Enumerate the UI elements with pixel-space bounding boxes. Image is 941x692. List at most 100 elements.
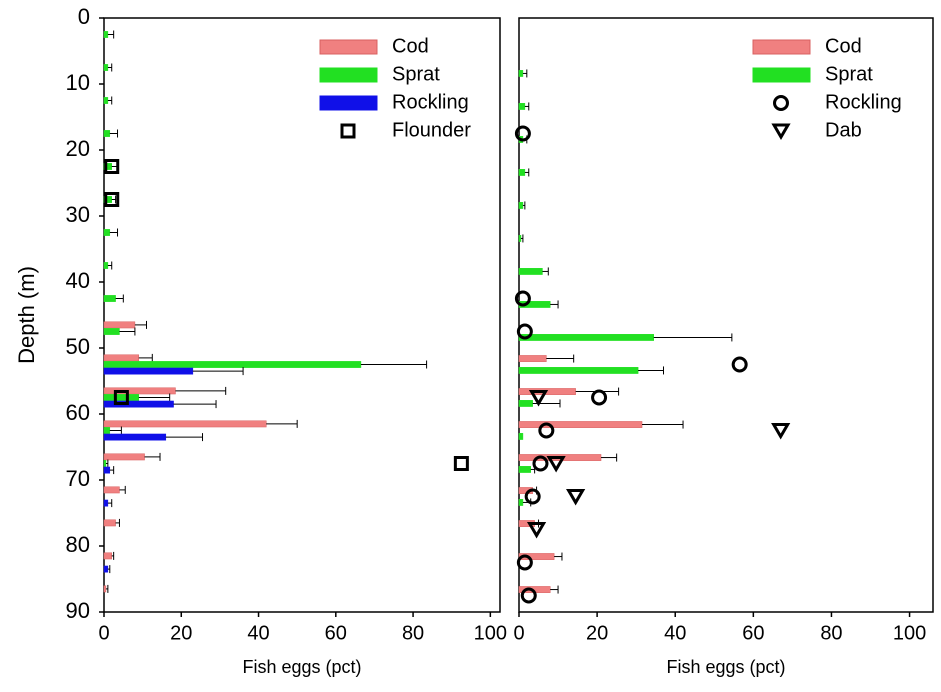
error-bar — [109, 228, 119, 237]
marker — [113, 390, 129, 405]
bar — [103, 585, 107, 593]
bar — [103, 295, 116, 302]
marker — [566, 489, 586, 506]
error-bar — [546, 354, 575, 363]
bar — [518, 103, 526, 110]
bar — [518, 421, 643, 428]
bar — [103, 394, 140, 401]
legend-label: Cod — [825, 35, 862, 57]
legend-label: Rockling — [392, 91, 469, 113]
x-tick-label: 0 — [513, 622, 524, 644]
legend-swatch — [319, 95, 378, 111]
x-axis-label: Fish eggs (pct) — [242, 657, 361, 677]
legend-label: Sprat — [825, 63, 873, 85]
y-tick-label: 80 — [66, 532, 90, 557]
error-bar — [109, 129, 119, 138]
error-bar — [522, 69, 528, 78]
error-bar — [111, 551, 115, 560]
bar — [518, 466, 531, 473]
bar — [103, 499, 109, 507]
error-bar — [111, 195, 117, 204]
x-tick-label: 60 — [742, 622, 764, 644]
error-bar — [119, 327, 136, 336]
x-tick-label: 80 — [820, 622, 842, 644]
marker — [528, 390, 549, 407]
error-bar — [107, 565, 111, 574]
bar — [103, 460, 107, 467]
legend-marker — [771, 123, 791, 140]
error-bar — [554, 552, 563, 561]
error-bar — [107, 499, 113, 508]
error-bar — [107, 63, 113, 72]
error-bar — [520, 234, 524, 243]
plot-frame — [103, 17, 501, 613]
marker — [516, 323, 533, 340]
y-tick-label: 0 — [78, 4, 90, 29]
error-bar — [550, 300, 559, 309]
x-tick-label: 40 — [664, 622, 686, 644]
error-bar — [138, 393, 171, 402]
error-bar — [522, 201, 526, 210]
x-tick-label: 100 — [893, 622, 926, 644]
error-bar — [360, 360, 428, 369]
error-bar — [115, 518, 120, 527]
bar — [103, 433, 167, 441]
error-bar — [119, 485, 126, 494]
error-bar — [109, 426, 122, 435]
y-axis-label: Depth (m) — [14, 266, 39, 364]
error-bar — [175, 386, 227, 395]
bar — [103, 565, 109, 573]
marker — [538, 422, 555, 439]
bar — [103, 64, 109, 71]
bar — [518, 169, 526, 176]
marker — [516, 554, 533, 571]
bar — [103, 262, 109, 269]
bar — [103, 552, 112, 560]
x-tick-label: 20 — [170, 622, 192, 644]
error-bar — [642, 420, 684, 429]
x-axis-label: Fish eggs (pct) — [666, 657, 785, 677]
bar — [103, 453, 145, 461]
error-bar — [266, 419, 298, 428]
plot-frame — [518, 17, 934, 613]
legend-swatch — [752, 67, 811, 83]
error-bar — [165, 433, 204, 442]
bar — [518, 70, 524, 77]
marker — [520, 587, 537, 604]
bar — [103, 31, 109, 38]
bar — [103, 519, 116, 527]
bar — [103, 130, 111, 137]
bar — [518, 268, 543, 275]
marker — [771, 423, 791, 440]
error-bar — [105, 459, 109, 468]
x-tick-label: 0 — [98, 622, 109, 644]
legend-swatch — [752, 39, 811, 55]
error-bar — [524, 168, 530, 177]
error-bar — [192, 367, 244, 376]
legend-label: Dab — [825, 119, 862, 141]
marker — [591, 389, 608, 406]
y-tick-label: 60 — [66, 400, 90, 425]
bar — [103, 328, 120, 335]
error-bar — [107, 96, 113, 105]
error-bar — [638, 366, 665, 375]
marker — [524, 488, 541, 505]
error-bar — [653, 333, 733, 342]
error-bar — [107, 30, 115, 39]
y-tick-label: 10 — [66, 70, 90, 95]
bar — [103, 361, 362, 368]
marker — [526, 522, 547, 539]
legend-label: Sprat — [392, 63, 440, 85]
bar — [518, 334, 654, 341]
bar — [103, 420, 267, 428]
y-tick-label: 20 — [66, 136, 90, 161]
legend-label: Rockling — [825, 91, 902, 113]
marker — [104, 159, 120, 174]
bar — [103, 97, 109, 104]
y-tick-label: 30 — [66, 202, 90, 227]
error-bar — [550, 585, 559, 594]
y-tick-label: 70 — [66, 466, 90, 491]
error-bar — [107, 261, 113, 270]
x-tick-label: 100 — [474, 622, 507, 644]
y-tick-label: 90 — [66, 598, 90, 623]
